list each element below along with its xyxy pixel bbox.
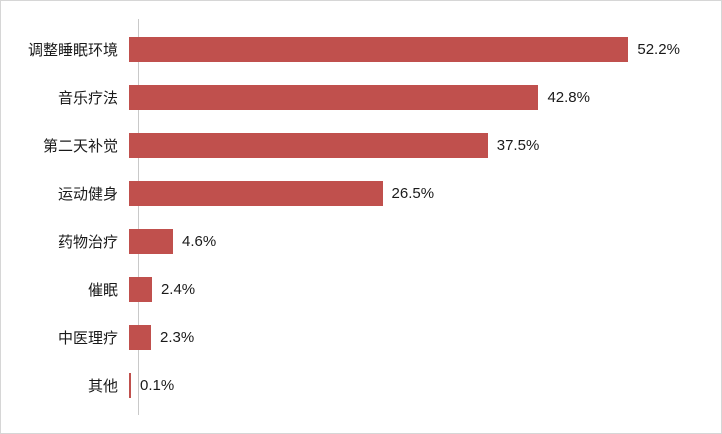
bar-track: 37.5% xyxy=(128,121,703,169)
value-label: 2.3% xyxy=(160,328,195,346)
bar-row: 药物治疗 4.6% xyxy=(1,217,703,265)
category-label: 中医理疗 xyxy=(57,329,118,347)
bar-row: 音乐疗法 42.8% xyxy=(1,73,703,121)
bar-row: 调整睡眠环境 52.2% xyxy=(1,25,703,73)
category-label: 调整睡眠环境 xyxy=(27,41,118,59)
bar xyxy=(129,36,629,62)
bar xyxy=(129,324,151,350)
bar xyxy=(129,228,173,254)
bar-track: 52.2% xyxy=(128,25,703,73)
value-label: 42.8% xyxy=(547,88,590,106)
bar-track: 0.1% xyxy=(128,361,703,409)
value-label: 26.5% xyxy=(391,184,435,202)
value-label: 0.1% xyxy=(140,376,175,394)
bar-track: 2.4% xyxy=(128,265,703,313)
value-label: 52.2% xyxy=(637,40,680,58)
bar-track: 26.5% xyxy=(128,169,703,217)
bar xyxy=(129,84,539,110)
bar-track: 42.8% xyxy=(128,73,703,121)
value-label: 2.4% xyxy=(160,280,196,298)
bar-track: 4.6% xyxy=(128,217,703,265)
bar-track: 2.3% xyxy=(128,313,703,361)
bar xyxy=(129,132,488,158)
value-label: 37.5% xyxy=(496,136,540,154)
chart-rows: 调整睡眠环境 52.2% 音乐疗法 42.8% 第二天补觉 37.5% 运动健身 26.5% 药… xyxy=(1,25,703,409)
bar-row: 中医理疗 2.3% xyxy=(1,313,703,361)
bar-row: 催眠 2.4% xyxy=(1,265,703,313)
bar-row: 第二天补觉 37.5% xyxy=(1,121,703,169)
bar xyxy=(129,372,131,398)
category-label: 其他 xyxy=(87,377,118,395)
category-label: 第二天补觉 xyxy=(42,137,118,155)
bar xyxy=(129,180,383,206)
bar-row: 其他 0.1% xyxy=(1,361,703,409)
category-label: 音乐疗法 xyxy=(57,89,118,107)
category-label: 催眠 xyxy=(87,281,118,299)
bar-row: 运动健身 26.5% xyxy=(1,169,703,217)
y-axis-line xyxy=(138,19,139,415)
category-label: 药物治疗 xyxy=(57,233,118,251)
category-label: 运动健身 xyxy=(57,185,118,203)
bar xyxy=(129,276,152,302)
value-label: 4.6% xyxy=(182,232,217,250)
